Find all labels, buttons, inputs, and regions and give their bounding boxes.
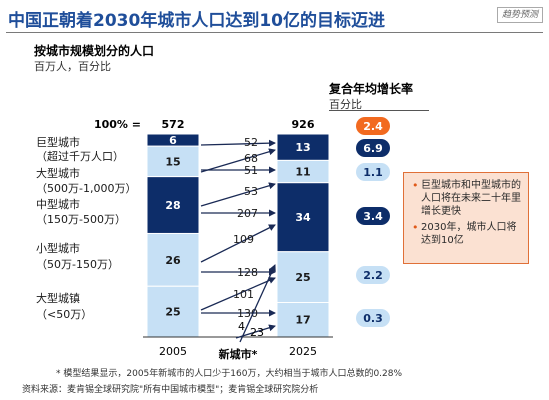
new-cities-label: 新城市* (219, 347, 258, 361)
cagr-value-label: 0.3 (363, 312, 383, 325)
cagr-units: 百分比 (329, 98, 362, 111)
bar-value-label: 25 (295, 271, 310, 284)
bar-value-label: 25 (165, 306, 180, 319)
cagr-value-label: 2.2 (363, 269, 383, 282)
cagr-badge (356, 266, 390, 284)
cagr-badge (356, 309, 390, 327)
flow-arrow (200, 224, 276, 263)
bar-value-label: 15 (165, 155, 180, 168)
flow-value-label: 101 (233, 288, 254, 301)
cagr-value-label: 3.4 (363, 210, 383, 223)
flow-value-label: 130 (237, 307, 258, 320)
category-label: （500万-1,000万） (36, 182, 136, 195)
category-label: 小型城市 (36, 241, 80, 255)
flow-arrow (200, 277, 276, 311)
flow-value-label: 23 (250, 326, 264, 339)
chart-units: 百万人，百分比 (34, 60, 111, 73)
bar-segment (146, 176, 200, 234)
bar-value-label: 26 (165, 254, 181, 267)
flow-value-label: 52 (244, 136, 258, 149)
flow-arrow (200, 139, 276, 147)
cagr-divider (329, 110, 429, 111)
notes-box: 巨型城市和中型城市的人口将在未来二十年里增长更快 2030年，城市人口将达到10… (403, 172, 529, 264)
bar-total-label: 572 (162, 118, 185, 131)
note-item: 2030年，城市人口将达到10亿 (412, 221, 523, 247)
flow-arrow (200, 148, 276, 173)
category-label: （50万-150万） (36, 258, 119, 271)
category-label: 巨型城市 (36, 135, 80, 149)
flow-value-label: 68 (244, 152, 258, 165)
category-label: （<50万） (36, 308, 92, 321)
category-label: 中型城市 (36, 197, 80, 211)
chart-title: 按城市规模划分的人口 (34, 44, 155, 58)
bar-segment (276, 133, 330, 161)
cagr-badge (356, 163, 390, 181)
page-title: 中国正朝着2030年城市人口达到10亿的目标迈进 (8, 11, 385, 31)
cagr-value-label: 1.1 (363, 166, 383, 179)
flow-arrow (239, 264, 276, 343)
bar-value-label: 13 (295, 141, 310, 154)
bar-total-label: 926 (292, 118, 315, 131)
bar-segment (146, 285, 200, 338)
bar-value-label: 17 (295, 314, 310, 327)
flow-value-label: 4 (238, 320, 245, 333)
watermark-badge: 趋势预测 (497, 7, 543, 23)
x-tick-label: 2025 (289, 345, 317, 358)
flow-value-label: 207 (237, 207, 258, 220)
cagr-badge (356, 139, 390, 157)
bar-value-label: 11 (295, 166, 310, 179)
flow-value-label: 53 (244, 185, 258, 198)
bar-value-label: 34 (295, 211, 311, 224)
cagr-value-label: 2.4 (363, 120, 383, 133)
footnote: * 模型结果显示，2005年新城市的人口少于160万，大约相当于城市人口总数的0… (56, 369, 403, 379)
cagr-value-label: 6.9 (363, 142, 383, 155)
total-prefix-label: 100% = (94, 118, 141, 131)
flow-arrow (200, 182, 276, 207)
cagr-badge (356, 117, 390, 135)
x-tick-label: 2005 (159, 345, 187, 358)
title-divider (6, 32, 543, 33)
category-label: 大型城市 (36, 166, 80, 180)
category-label: （超过千万人口） (36, 149, 124, 163)
category-label: 大型城镇 (36, 291, 80, 305)
category-label: （150万-500万） (36, 213, 126, 226)
cagr-badge (356, 207, 390, 225)
note-item: 巨型城市和中型城市的人口将在未来二十年里增长更快 (412, 179, 523, 218)
bar-value-label: 6 (169, 134, 177, 147)
flow-value-label: 128 (237, 266, 258, 279)
flow-value-label: 109 (233, 233, 254, 246)
bar-segment (276, 251, 330, 303)
flow-value-label: 51 (244, 164, 258, 177)
source-note: 资料来源：麦肯锡全球研究院"所有中国城市模型"；麦肯锡全球研究院分析 (22, 385, 319, 395)
bar-value-label: 28 (165, 199, 180, 212)
cagr-title: 复合年均增长率 (329, 82, 414, 96)
